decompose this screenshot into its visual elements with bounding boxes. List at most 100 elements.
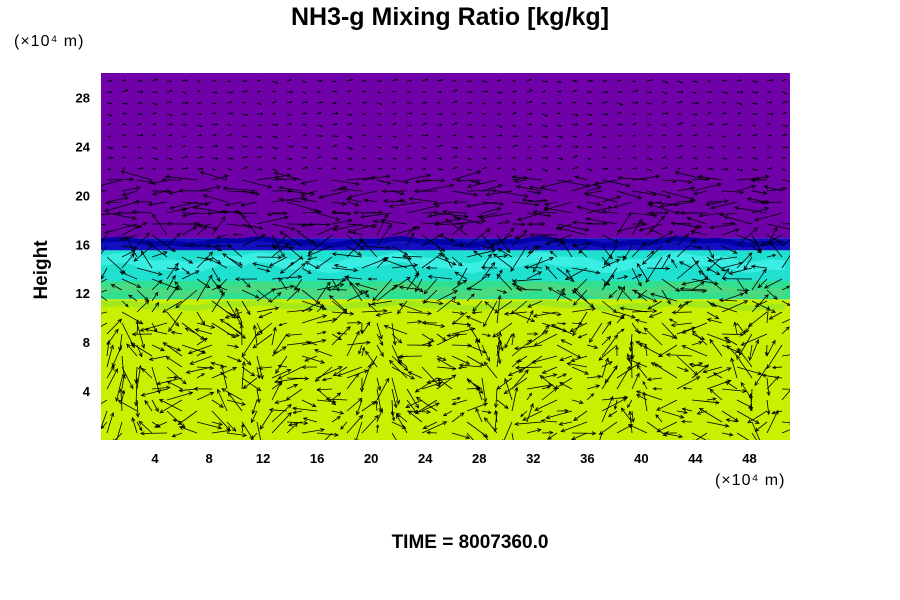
vector-arrow-head [608, 254, 613, 260]
vector-arrow [648, 201, 663, 204]
vector-arrow-head [336, 416, 341, 420]
vector-arrow [166, 263, 179, 280]
vector-arrow [208, 258, 228, 269]
vector-arrow [706, 245, 714, 259]
vector-arrow [512, 283, 528, 291]
vector-arrow-head [215, 157, 219, 160]
vector-arrow-head [492, 253, 498, 258]
vector-arrow-head [114, 328, 119, 334]
vector-arrow [601, 196, 621, 203]
vector-arrow-head [496, 207, 502, 212]
vector-arrow [586, 385, 600, 390]
vector-arrow-head [223, 174, 229, 179]
vector-arrow [436, 333, 460, 346]
vector-arrow-head [503, 389, 509, 395]
vector-arrow-head [168, 327, 173, 333]
x-tick-label: 48 [742, 451, 756, 466]
vector-arrow-head [754, 157, 758, 160]
x-axis-unit: (×10⁴ m) [715, 472, 786, 489]
vector-arrow-head [254, 294, 260, 299]
vector-arrow-head [273, 171, 279, 176]
vector-arrow [739, 333, 753, 356]
vector-arrow [361, 347, 365, 357]
vector-arrow-head [217, 425, 223, 430]
vector-arrow-head [334, 225, 340, 230]
vector-arrow [570, 322, 588, 332]
vector-arrow-head [684, 300, 689, 306]
vector-arrow-head [176, 232, 181, 238]
vector-arrow-head [539, 375, 545, 380]
vector-arrow [646, 215, 665, 236]
vector-arrow [483, 361, 498, 379]
vector-arrow-head [649, 123, 652, 126]
vector-arrow [308, 341, 318, 346]
vector-arrow-head [574, 101, 577, 104]
vector-arrow-head [668, 230, 674, 235]
vector-arrow-head [515, 144, 519, 147]
vector-arrow [391, 344, 402, 365]
vector-arrow [526, 429, 541, 434]
vector-arrow [647, 300, 663, 310]
vector-arrow-head [328, 294, 334, 300]
vector-arrow-head [710, 205, 716, 210]
vector-arrow [754, 366, 768, 386]
vector-arrow-head [409, 124, 412, 127]
vector-arrow-head [245, 145, 248, 148]
vector-arrow-head [445, 256, 450, 262]
vector-arrow-head [589, 102, 593, 105]
vector-arrow-head [394, 167, 397, 170]
vector-arrow [736, 227, 758, 247]
vector-arrow-head [290, 90, 294, 94]
vector-arrow-head [470, 327, 476, 332]
vector-arrow [492, 322, 513, 338]
vector-arrow-head [281, 346, 287, 351]
vector-arrow [436, 355, 446, 361]
vector-arrow-head [485, 273, 491, 278]
vector-arrow [513, 278, 543, 282]
vector-arrow-head [502, 290, 508, 294]
vector-arrow [508, 366, 528, 376]
vector-arrow-head [690, 229, 695, 234]
vector-arrow-head [738, 147, 741, 149]
vector-arrow-head [234, 344, 240, 349]
vector-arrow-head [109, 114, 113, 117]
vector-arrow-head [347, 194, 353, 199]
vector-arrow-head [336, 392, 342, 397]
vector-arrow [781, 354, 790, 357]
vector-arrow-head [755, 168, 758, 172]
vector-arrow-head [681, 329, 687, 334]
vector-arrow [182, 212, 198, 217]
vector-arrow-head [784, 156, 787, 159]
vector-arrow-head [543, 206, 549, 211]
vector-arrow-head [755, 339, 760, 344]
vector-arrow-head [200, 335, 205, 341]
vector-arrow [511, 432, 514, 440]
vector-arrow [719, 299, 738, 302]
vector-arrow [451, 311, 464, 314]
vector-arrow [211, 211, 240, 214]
vector-arrow [114, 432, 123, 440]
vector-arrow-head [505, 220, 511, 225]
vector-arrow [655, 414, 663, 423]
vector-arrow-head [274, 379, 279, 384]
vector-arrow [307, 245, 333, 257]
vector-arrow-head [250, 190, 256, 195]
vector-arrow-head [476, 180, 481, 185]
vector-arrow-head [355, 330, 360, 336]
vector-arrow-head [162, 342, 168, 347]
vector-arrow [340, 421, 348, 430]
vector-arrow-head [158, 399, 164, 403]
vector-arrow-head [320, 428, 326, 433]
vector-arrow-head [785, 326, 790, 331]
vector-arrow [766, 254, 776, 258]
vector-arrow [691, 167, 698, 170]
vector-arrow-head [747, 419, 752, 424]
vector-arrow [616, 276, 628, 280]
vector-arrow [280, 256, 303, 274]
vector-arrow [315, 366, 333, 382]
vector-arrow [200, 171, 228, 181]
vector-arrow-head [241, 360, 246, 366]
vector-arrow-head [260, 112, 264, 116]
vector-arrow [520, 410, 528, 417]
vector-arrow [152, 190, 168, 195]
